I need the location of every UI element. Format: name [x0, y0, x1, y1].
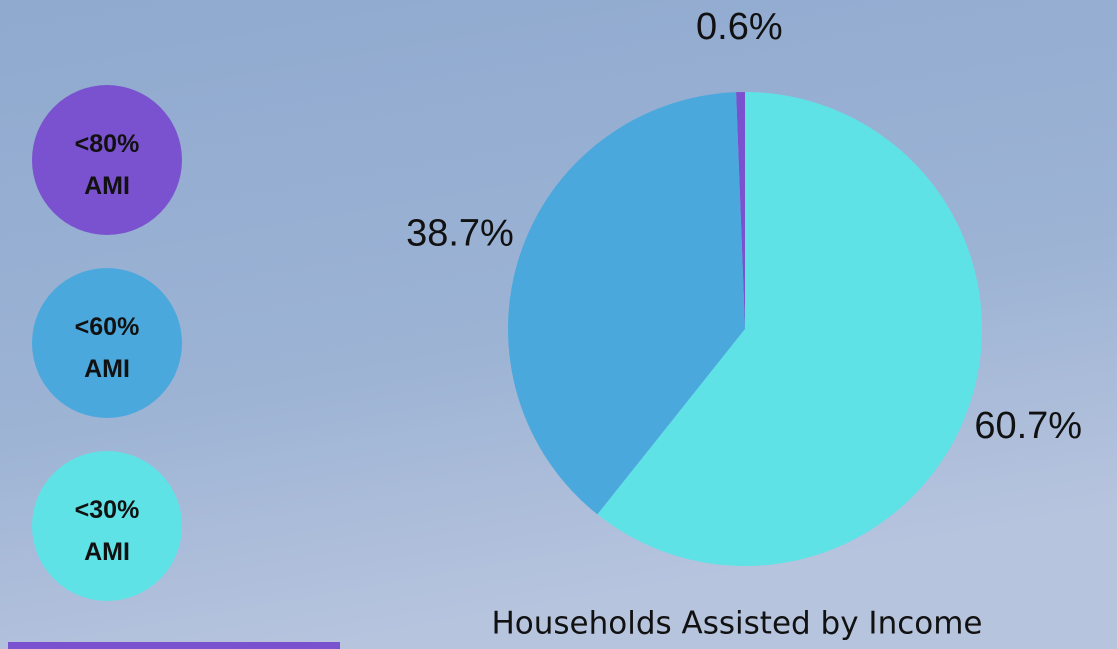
chart: Households Assisted by Income <80%AMI<60…	[0, 0, 1117, 649]
legend-swatch	[32, 268, 182, 418]
decor-bar	[8, 642, 340, 649]
data-label: 0.6%	[696, 6, 783, 48]
chart-title: Households Assisted by Income	[491, 606, 982, 642]
data-label: 38.7%	[406, 212, 514, 254]
legend-swatch	[32, 85, 182, 235]
legend-swatch	[32, 451, 182, 601]
data-label: 60.7%	[974, 405, 1082, 447]
